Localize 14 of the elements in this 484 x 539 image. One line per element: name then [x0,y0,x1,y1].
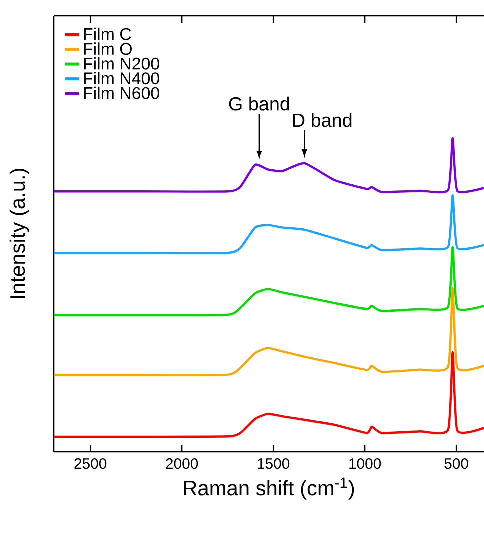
x-tick-label: 500 [444,458,468,470]
annotation: D band [293,113,352,128]
y-axis-title: Intensity (a.u.) [10,169,30,298]
legend-label: Film N400 [84,72,160,85]
x-tick-label: 2500 [74,458,107,470]
legend-label: Film N200 [84,57,160,70]
annotation: G band [229,96,290,111]
x-tick-label: 2000 [166,458,198,470]
legend-label: Film O [84,42,132,56]
x-axis-title: Raman shift (cm$^{-1}$) [184,478,354,500]
legend-label: Film C [84,28,132,40]
x-tick-label: 1000 [350,458,382,470]
x-tick-label: 1500 [258,458,290,470]
legend-label: Film N600 [84,86,160,100]
